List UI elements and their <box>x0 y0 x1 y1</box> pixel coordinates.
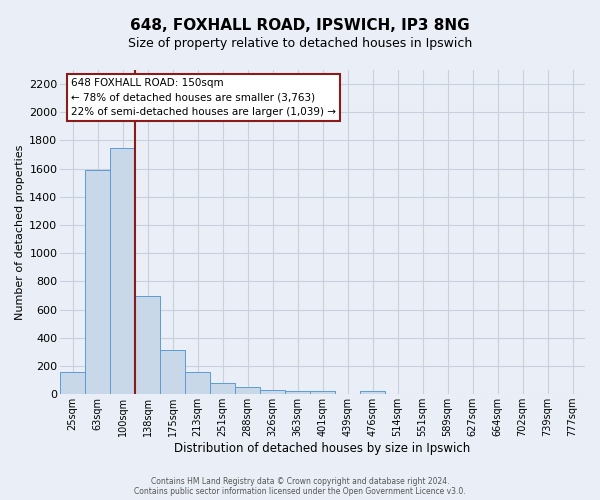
Text: Size of property relative to detached houses in Ipswich: Size of property relative to detached ho… <box>128 38 472 51</box>
Bar <box>235 387 260 394</box>
Bar <box>210 383 235 394</box>
Y-axis label: Number of detached properties: Number of detached properties <box>15 144 25 320</box>
Bar <box>185 372 210 394</box>
Bar <box>260 390 285 394</box>
Bar <box>85 170 110 394</box>
Text: 648 FOXHALL ROAD: 150sqm
← 78% of detached houses are smaller (3,763)
22% of sem: 648 FOXHALL ROAD: 150sqm ← 78% of detach… <box>71 78 335 117</box>
Bar <box>160 350 185 394</box>
Bar <box>285 392 310 394</box>
Bar <box>310 392 335 394</box>
Bar <box>360 390 385 394</box>
Text: Contains public sector information licensed under the Open Government Licence v3: Contains public sector information licen… <box>134 487 466 496</box>
Text: Contains HM Land Registry data © Crown copyright and database right 2024.: Contains HM Land Registry data © Crown c… <box>151 477 449 486</box>
Text: 648, FOXHALL ROAD, IPSWICH, IP3 8NG: 648, FOXHALL ROAD, IPSWICH, IP3 8NG <box>130 18 470 32</box>
Bar <box>135 296 160 394</box>
Bar <box>110 148 135 394</box>
X-axis label: Distribution of detached houses by size in Ipswich: Distribution of detached houses by size … <box>175 442 471 455</box>
Bar <box>60 372 85 394</box>
